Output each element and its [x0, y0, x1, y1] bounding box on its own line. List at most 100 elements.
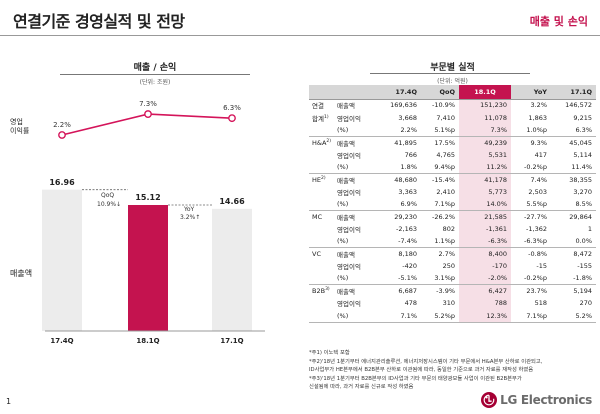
value-cell: 2.7% — [438, 250, 455, 259]
value-cell: 8,472 — [573, 250, 592, 259]
value-cell: -10.9% — [432, 101, 455, 110]
metric-cell: 매출액 — [337, 176, 355, 185]
value-cell: 9.4%p — [421, 160, 459, 174]
qoq-label: QoQ — [101, 192, 115, 199]
value-cell: 1 — [587, 225, 592, 234]
metric-cell: 매출액 — [337, 213, 355, 222]
value-cell: 417 — [534, 150, 547, 159]
left-section-rule — [60, 74, 250, 75]
value-cell: 3,363 — [398, 187, 417, 196]
value-cell: 29,230 — [394, 212, 417, 221]
segment-cell — [309, 123, 335, 137]
value-cell: 766 — [404, 150, 417, 159]
col-header: 17.1Q — [551, 85, 596, 100]
table-row: B2B3) 매출액 6,687 -3.9% 6,427 23.7% 5,194 — [309, 284, 596, 298]
metric-cell: 영업이익 — [337, 151, 361, 160]
value-cell: 49,239 — [459, 136, 511, 149]
value-cell: 5.2% — [551, 309, 596, 323]
lg-logo-icon — [481, 392, 498, 408]
table-row: 영업이익 766 4,765 5,531 417 5,114 — [309, 148, 596, 161]
title-divider — [0, 35, 600, 36]
table-header-row: 17.4Q QoQ 18.1Q YoY 17.1Q — [309, 85, 596, 100]
page-tag: 매출 및 손익 — [529, 15, 588, 28]
value-cell: 2,410 — [436, 187, 455, 196]
segment-cell — [309, 186, 335, 198]
yoy-value: 3.2%↑ — [180, 214, 201, 221]
col-header: 17.4Q — [373, 85, 421, 100]
footnote-ref: 2) — [326, 138, 332, 144]
value-cell: 518 — [534, 299, 547, 308]
value-cell: -0.8% — [528, 250, 547, 259]
value-cell: -26.2% — [432, 212, 455, 221]
value-cell: 802 — [442, 225, 455, 234]
value-cell: -27.7% — [524, 212, 547, 221]
op-margin-label-value: 2.2% — [53, 120, 71, 129]
metric-cell: 매출액 — [337, 288, 355, 297]
col-header: QoQ — [421, 85, 459, 100]
segment-cell: B2B3) — [312, 287, 330, 296]
segment-cell: H&A2) — [312, 138, 332, 147]
category-label: 17.1Q — [220, 337, 244, 345]
table-row: 영업이익 -2,163 802 -1,361 -1,362 1 — [309, 222, 596, 236]
value-cell: -5.1% — [373, 272, 421, 286]
value-cell: 7.1%p — [511, 309, 551, 323]
yoy-label: YoY — [184, 206, 195, 213]
brand-logo: LG Electronics — [481, 392, 592, 408]
value-cell: 29,864 — [569, 212, 592, 221]
op-margin-point-17.4Q — [58, 131, 66, 139]
value-cell: 7.1%p — [421, 198, 459, 212]
segment-cell — [309, 309, 335, 323]
col-header-highlight: 18.1Q — [459, 85, 511, 100]
value-cell: 478 — [404, 299, 417, 308]
metric-cell: 영업이익 — [337, 263, 361, 272]
segment-cell — [309, 149, 335, 161]
op-margin-label-value: 7.3% — [139, 100, 157, 109]
value-cell: 23.7% — [526, 287, 547, 296]
metric-cell: (%) — [335, 198, 373, 212]
metric-cell: (%) — [335, 123, 373, 137]
value-cell: 5.1%p — [421, 123, 459, 137]
op-margin-point-17.1Q — [228, 114, 236, 123]
value-cell: 5,773 — [459, 185, 511, 199]
table-row: VC 매출액 8,180 2.7% 8,400 -0.8% 8,472 — [309, 247, 596, 261]
value-cell: -0.2%p — [511, 272, 551, 286]
metric-cell: (%) — [335, 309, 373, 323]
sales-margin-chart — [42, 110, 265, 332]
segment-cell: 연결 — [312, 102, 324, 111]
table-row: 영업이익 478 310 788 518 270 — [309, 297, 596, 310]
right-section-rule — [370, 73, 530, 74]
value-cell: 12.3% — [459, 309, 511, 323]
table-row: 합계1) 영업이익 3,668 7,410 11,078 1,863 9,215 — [309, 111, 596, 124]
table-row: MC 매출액 29,230 -26.2% 21,585 -27.7% 29,864 — [309, 210, 596, 223]
value-cell: 9.3% — [530, 138, 547, 147]
segment-cell: 합계1) — [312, 114, 329, 123]
value-cell: 5.2%p — [421, 309, 459, 323]
value-cell: 2.2% — [373, 123, 421, 137]
table-row: 영업이익 -420 250 -170 -15 -155 — [309, 260, 596, 273]
value-cell: 38,355 — [569, 175, 592, 184]
value-cell: 3.1%p — [421, 272, 459, 286]
value-cell: 1,863 — [528, 113, 547, 122]
value-cell: 4,765 — [436, 150, 455, 159]
footnote: *주2)'18년 1분기부터 에너지관리솔루션, 에너지저장시스템이 기타 부문… — [309, 359, 543, 365]
value-cell: 6,427 — [459, 284, 511, 298]
value-cell: 7.4% — [530, 175, 547, 184]
value-cell: 5,531 — [459, 148, 511, 161]
value-cell: -0.2%p — [511, 160, 551, 174]
value-cell: 151,230 — [459, 99, 511, 112]
footnote: ID사업부가 HE본부에서 B2B본부 산하로 이관됨에 따라, 동일한 기준으… — [309, 367, 534, 373]
metric-cell: 매출액 — [337, 102, 355, 111]
right-unit: (단위: 억원) — [437, 78, 468, 85]
value-cell: 5,194 — [573, 287, 592, 296]
value-cell: -15 — [536, 262, 547, 271]
value-cell: -420 — [402, 262, 417, 271]
value-cell: 1.8% — [373, 160, 421, 174]
segment-cell: MC — [312, 212, 323, 221]
footnote-ref: 3) — [325, 287, 330, 293]
value-cell: 2,503 — [528, 187, 547, 196]
bar-value-label: 16.96 — [49, 177, 75, 187]
segment-cell — [309, 297, 335, 309]
value-cell: 11.4% — [551, 160, 596, 174]
metric-cell: (%) — [335, 160, 373, 174]
sales-bar-17.1Q — [212, 208, 252, 331]
